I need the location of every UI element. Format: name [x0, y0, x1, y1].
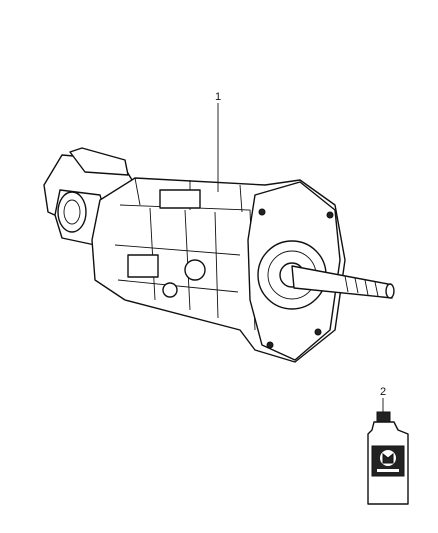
oil-bottle-illustration — [367, 411, 409, 505]
callout-label: 2 — [380, 386, 386, 398]
callout-label: 1 — [215, 91, 221, 103]
transmission-illustration — [43, 147, 395, 363]
